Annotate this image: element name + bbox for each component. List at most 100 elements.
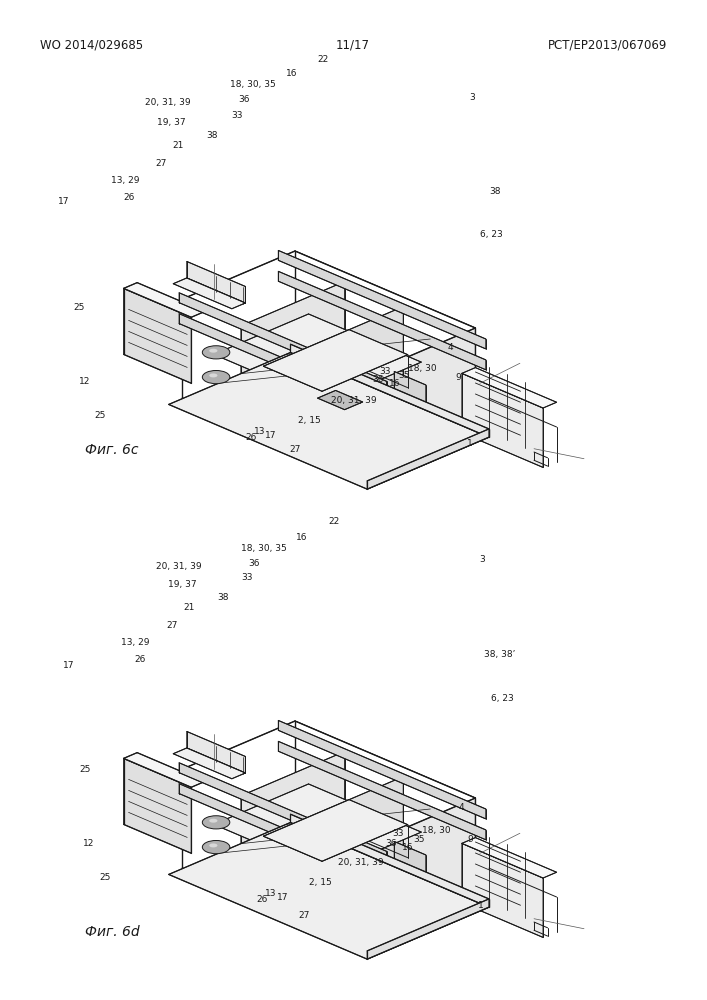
Text: 18, 30, 35: 18, 30, 35 [230, 81, 276, 90]
Polygon shape [214, 314, 421, 403]
Text: 9: 9 [467, 836, 473, 844]
Text: 11/17: 11/17 [336, 38, 370, 51]
Polygon shape [295, 721, 475, 897]
Polygon shape [169, 822, 489, 959]
Text: 17: 17 [58, 198, 69, 207]
Polygon shape [279, 741, 486, 840]
Text: 18, 30, 35: 18, 30, 35 [241, 544, 286, 552]
Text: 3: 3 [479, 556, 485, 564]
Text: 26: 26 [245, 434, 257, 442]
Text: 26: 26 [256, 896, 267, 904]
Text: 1: 1 [478, 902, 484, 910]
Text: 27: 27 [166, 620, 177, 630]
Polygon shape [179, 293, 387, 391]
Ellipse shape [209, 349, 218, 353]
Text: 1: 1 [467, 438, 473, 448]
Polygon shape [363, 798, 475, 945]
Polygon shape [187, 731, 245, 773]
Polygon shape [179, 763, 387, 861]
Polygon shape [241, 752, 344, 884]
Polygon shape [291, 344, 489, 437]
Text: 17: 17 [265, 432, 276, 440]
Polygon shape [279, 271, 486, 370]
Text: 13: 13 [255, 426, 266, 436]
Text: Фиг. 6d: Фиг. 6d [85, 925, 139, 939]
Text: 25: 25 [99, 874, 110, 882]
Text: 2, 15: 2, 15 [309, 878, 332, 886]
Polygon shape [182, 251, 475, 376]
Text: 36: 36 [373, 375, 384, 384]
Polygon shape [295, 251, 475, 427]
Polygon shape [124, 288, 192, 383]
Text: 33: 33 [242, 574, 253, 582]
Text: 18, 30: 18, 30 [422, 826, 450, 836]
Polygon shape [124, 283, 205, 317]
Text: 36: 36 [249, 558, 260, 568]
Polygon shape [214, 784, 421, 873]
Text: 27: 27 [298, 910, 310, 920]
Text: 33: 33 [392, 830, 404, 838]
Text: 16: 16 [286, 70, 297, 79]
Text: 27: 27 [156, 158, 167, 167]
Ellipse shape [202, 816, 230, 829]
Polygon shape [317, 390, 363, 410]
Text: 25: 25 [95, 410, 106, 420]
Text: 27: 27 [290, 446, 301, 454]
Text: 38: 38 [217, 593, 228, 602]
Text: 22: 22 [329, 518, 340, 526]
Text: 9: 9 [455, 372, 461, 381]
Text: 4: 4 [459, 804, 464, 812]
Polygon shape [264, 800, 408, 861]
Ellipse shape [209, 819, 218, 823]
Polygon shape [462, 373, 543, 467]
Ellipse shape [209, 843, 218, 847]
Text: 12: 12 [79, 377, 90, 386]
Ellipse shape [209, 373, 218, 377]
Text: 38: 38 [489, 188, 501, 196]
Text: 2, 15: 2, 15 [298, 416, 320, 424]
Polygon shape [462, 838, 556, 878]
Polygon shape [169, 352, 489, 489]
Text: 25: 25 [79, 766, 90, 774]
Polygon shape [173, 748, 245, 779]
Polygon shape [367, 429, 489, 489]
Ellipse shape [202, 370, 230, 384]
Text: 16: 16 [389, 379, 400, 388]
Text: 20, 31, 39: 20, 31, 39 [331, 395, 376, 404]
Text: PCT/EP2013/067069: PCT/EP2013/067069 [548, 38, 667, 51]
Polygon shape [291, 814, 489, 907]
Text: 25: 25 [74, 302, 85, 312]
Polygon shape [462, 368, 556, 408]
Text: 17: 17 [63, 660, 74, 670]
Text: 21: 21 [183, 602, 194, 611]
Ellipse shape [202, 346, 230, 359]
Text: 35: 35 [413, 836, 424, 844]
Text: 26: 26 [124, 192, 135, 202]
Text: 20, 31, 39: 20, 31, 39 [338, 857, 383, 866]
Text: 36: 36 [385, 838, 397, 848]
Text: 6, 23: 6, 23 [480, 231, 503, 239]
Text: 38: 38 [206, 130, 218, 139]
Polygon shape [173, 278, 245, 309]
Polygon shape [264, 330, 408, 391]
Ellipse shape [202, 840, 230, 854]
Polygon shape [395, 841, 426, 882]
Text: 19, 37: 19, 37 [168, 580, 197, 589]
Text: 13, 29: 13, 29 [122, 639, 150, 648]
Text: 22: 22 [317, 55, 329, 64]
Text: Фиг. 6c: Фиг. 6c [85, 443, 139, 457]
Text: 13, 29: 13, 29 [111, 176, 139, 184]
Polygon shape [363, 328, 475, 475]
Text: 13: 13 [265, 888, 276, 898]
Polygon shape [179, 314, 387, 412]
Text: 26: 26 [134, 656, 146, 664]
Text: 16: 16 [296, 532, 308, 542]
Text: 12: 12 [83, 838, 94, 848]
Text: 19, 37: 19, 37 [158, 117, 186, 126]
Polygon shape [395, 371, 426, 412]
Polygon shape [179, 784, 387, 882]
Text: 33: 33 [231, 110, 243, 119]
Polygon shape [182, 721, 475, 846]
Text: 4: 4 [448, 344, 453, 353]
Text: 20, 31, 39: 20, 31, 39 [156, 562, 201, 570]
